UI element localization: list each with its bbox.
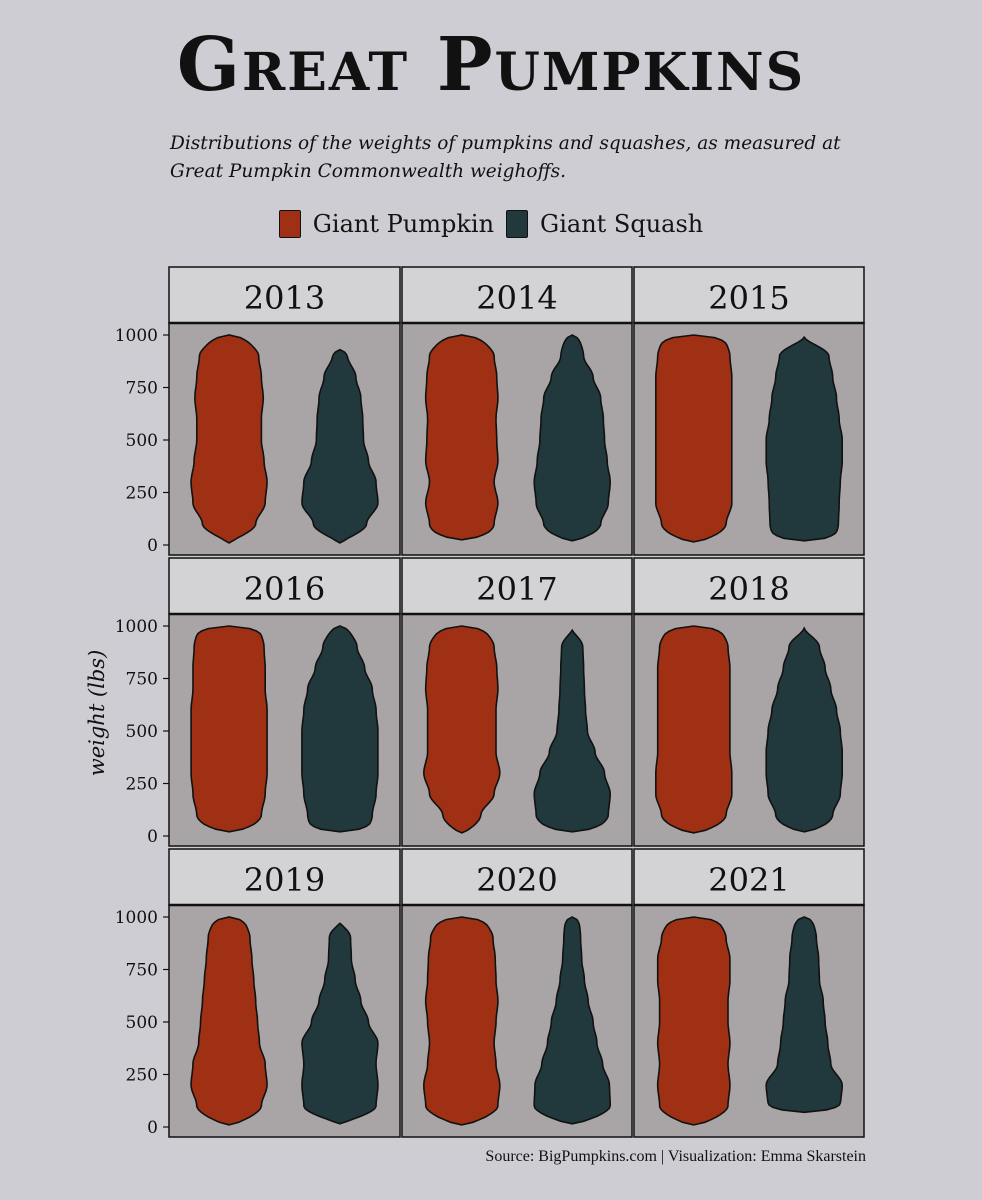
legend-item-squash: Giant Squash (506, 210, 703, 238)
legend-swatch-pumpkin (278, 210, 301, 238)
violin-squash (301, 348, 379, 544)
violin-squash (533, 628, 612, 833)
violin-squash (765, 335, 843, 542)
facet-label: 2013 (244, 279, 325, 317)
violin-pumpkin (655, 334, 733, 543)
y-axis-title: weight (lbs) (85, 650, 109, 777)
violin-squash (301, 922, 379, 1125)
facet-strip (633, 557, 865, 615)
facet-strip (633, 266, 865, 324)
violin-pumpkin (656, 916, 731, 1126)
violin-pumpkin (424, 334, 499, 541)
y-tick-label: 750 (126, 379, 158, 399)
facet-label: 2015 (708, 279, 789, 317)
y-tick-label: 0 (147, 1118, 158, 1138)
violin-squash (533, 334, 612, 542)
y-tick-label: 750 (126, 670, 158, 690)
violin-squash (301, 625, 379, 833)
violin-squash (765, 626, 843, 833)
y-tick-label: 500 (126, 431, 158, 451)
facet-strip (401, 557, 633, 615)
y-tick-label: 1000 (115, 908, 158, 928)
facet-label: 2020 (476, 861, 557, 899)
legend-item-pumpkin: Giant Pumpkin (278, 210, 495, 238)
y-tick-label: 500 (126, 1013, 158, 1033)
y-tick-label: 250 (126, 1066, 158, 1086)
facet-label: 2014 (476, 279, 557, 317)
violin-pumpkin (422, 916, 501, 1126)
facet-label: 2019 (244, 861, 325, 899)
violin-pumpkin (190, 334, 268, 544)
y-tick-label: 1000 (115, 326, 158, 346)
y-tick-label: 750 (126, 961, 158, 981)
facet-strip (168, 848, 401, 906)
source-credit: Source: BigPumpkins.com | Visualization:… (485, 1148, 866, 1165)
violin-pumpkin (655, 625, 733, 834)
legend-label-pumpkin: Giant Pumpkin (312, 210, 495, 238)
facet-label: 2021 (708, 861, 789, 899)
y-tick-label: 250 (126, 775, 158, 795)
legend-swatch-squash (506, 210, 529, 238)
facet-label: 2016 (244, 570, 325, 608)
legend: Giant Pumpkin Giant Squash (0, 210, 982, 238)
legend-label-squash: Giant Squash (540, 210, 704, 238)
facet-strip (401, 848, 633, 906)
facet-label: 2017 (476, 570, 557, 608)
violin-pumpkin (190, 625, 268, 833)
facet-strip (168, 557, 401, 615)
chart-title: Great Pumpkins (176, 22, 806, 108)
chart-subtitle: Distributions of the weights of pumpkins… (170, 133, 841, 182)
y-tick-label: 1000 (115, 617, 158, 637)
y-tick-label: 500 (126, 722, 158, 742)
violin-squash (533, 916, 611, 1125)
facet-strip (401, 266, 633, 324)
y-tick-label: 250 (126, 484, 158, 504)
facet-label: 2018 (708, 570, 789, 608)
violin-squash (765, 916, 844, 1114)
facet-strip (168, 266, 401, 324)
violin-pumpkin (190, 916, 268, 1126)
y-tick-label: 0 (147, 827, 158, 847)
violin-pumpkin (422, 625, 501, 834)
y-tick-label: 0 (147, 536, 158, 556)
